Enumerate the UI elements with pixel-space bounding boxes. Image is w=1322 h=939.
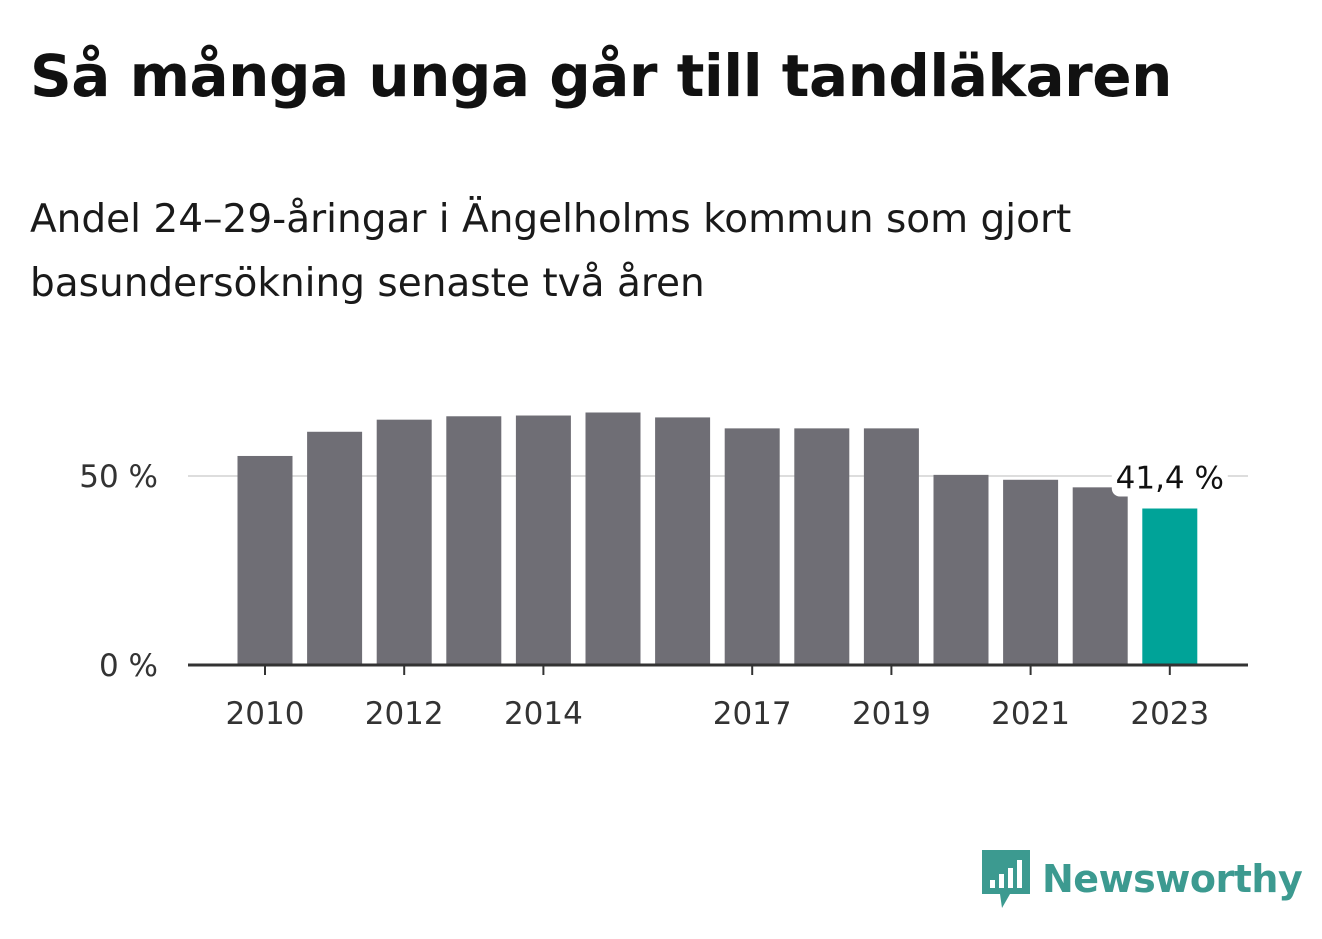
bar-2014 (515, 415, 571, 665)
x-tick-label: 2021 (991, 696, 1070, 732)
x-tick-label: 2023 (1130, 696, 1209, 732)
newsworthy-logo: Newsworthy (980, 848, 1303, 910)
bar-2020 (933, 474, 989, 665)
chart-title: Så många unga går till tandläkaren (30, 42, 1172, 110)
bar-2015 (585, 412, 641, 665)
chart-subtitle: Andel 24–29-åringar i Ängelholms kommun … (30, 197, 1072, 306)
data-label-2023: 41,4 % (1116, 461, 1224, 497)
x-tick-label: 2012 (365, 696, 444, 732)
x-tick-label: 2019 (852, 696, 931, 732)
bars (237, 412, 1198, 665)
bar-2012 (376, 419, 432, 665)
y-tick-label: 50 % (79, 459, 158, 495)
bar-2022 (1072, 487, 1128, 665)
x-tick-label: 2017 (713, 696, 792, 732)
newsworthy-chart-bubble-icon (982, 850, 1030, 908)
bar-2019 (863, 428, 919, 665)
data-label-background (1111, 456, 1228, 497)
bar-2017 (724, 428, 780, 665)
x-tick-label: 2010 (226, 696, 305, 732)
bar-2010 (237, 455, 293, 665)
bar-2023 (1142, 508, 1198, 665)
annotations: 41,4 % (1111, 456, 1228, 497)
logo-text: Newsworthy (1042, 857, 1303, 901)
x-tick-label: 2014 (504, 696, 583, 732)
bar-2018 (794, 428, 850, 665)
axes: 0 % 50 % 2010 2012 2014 2017 2019 2021 2023 (79, 459, 1248, 732)
bar-2016 (655, 417, 711, 665)
bar-2021 (1003, 479, 1059, 665)
bar-2013 (446, 416, 502, 665)
y-tick-label: 0 % (99, 648, 158, 684)
bar-2011 (307, 431, 363, 665)
